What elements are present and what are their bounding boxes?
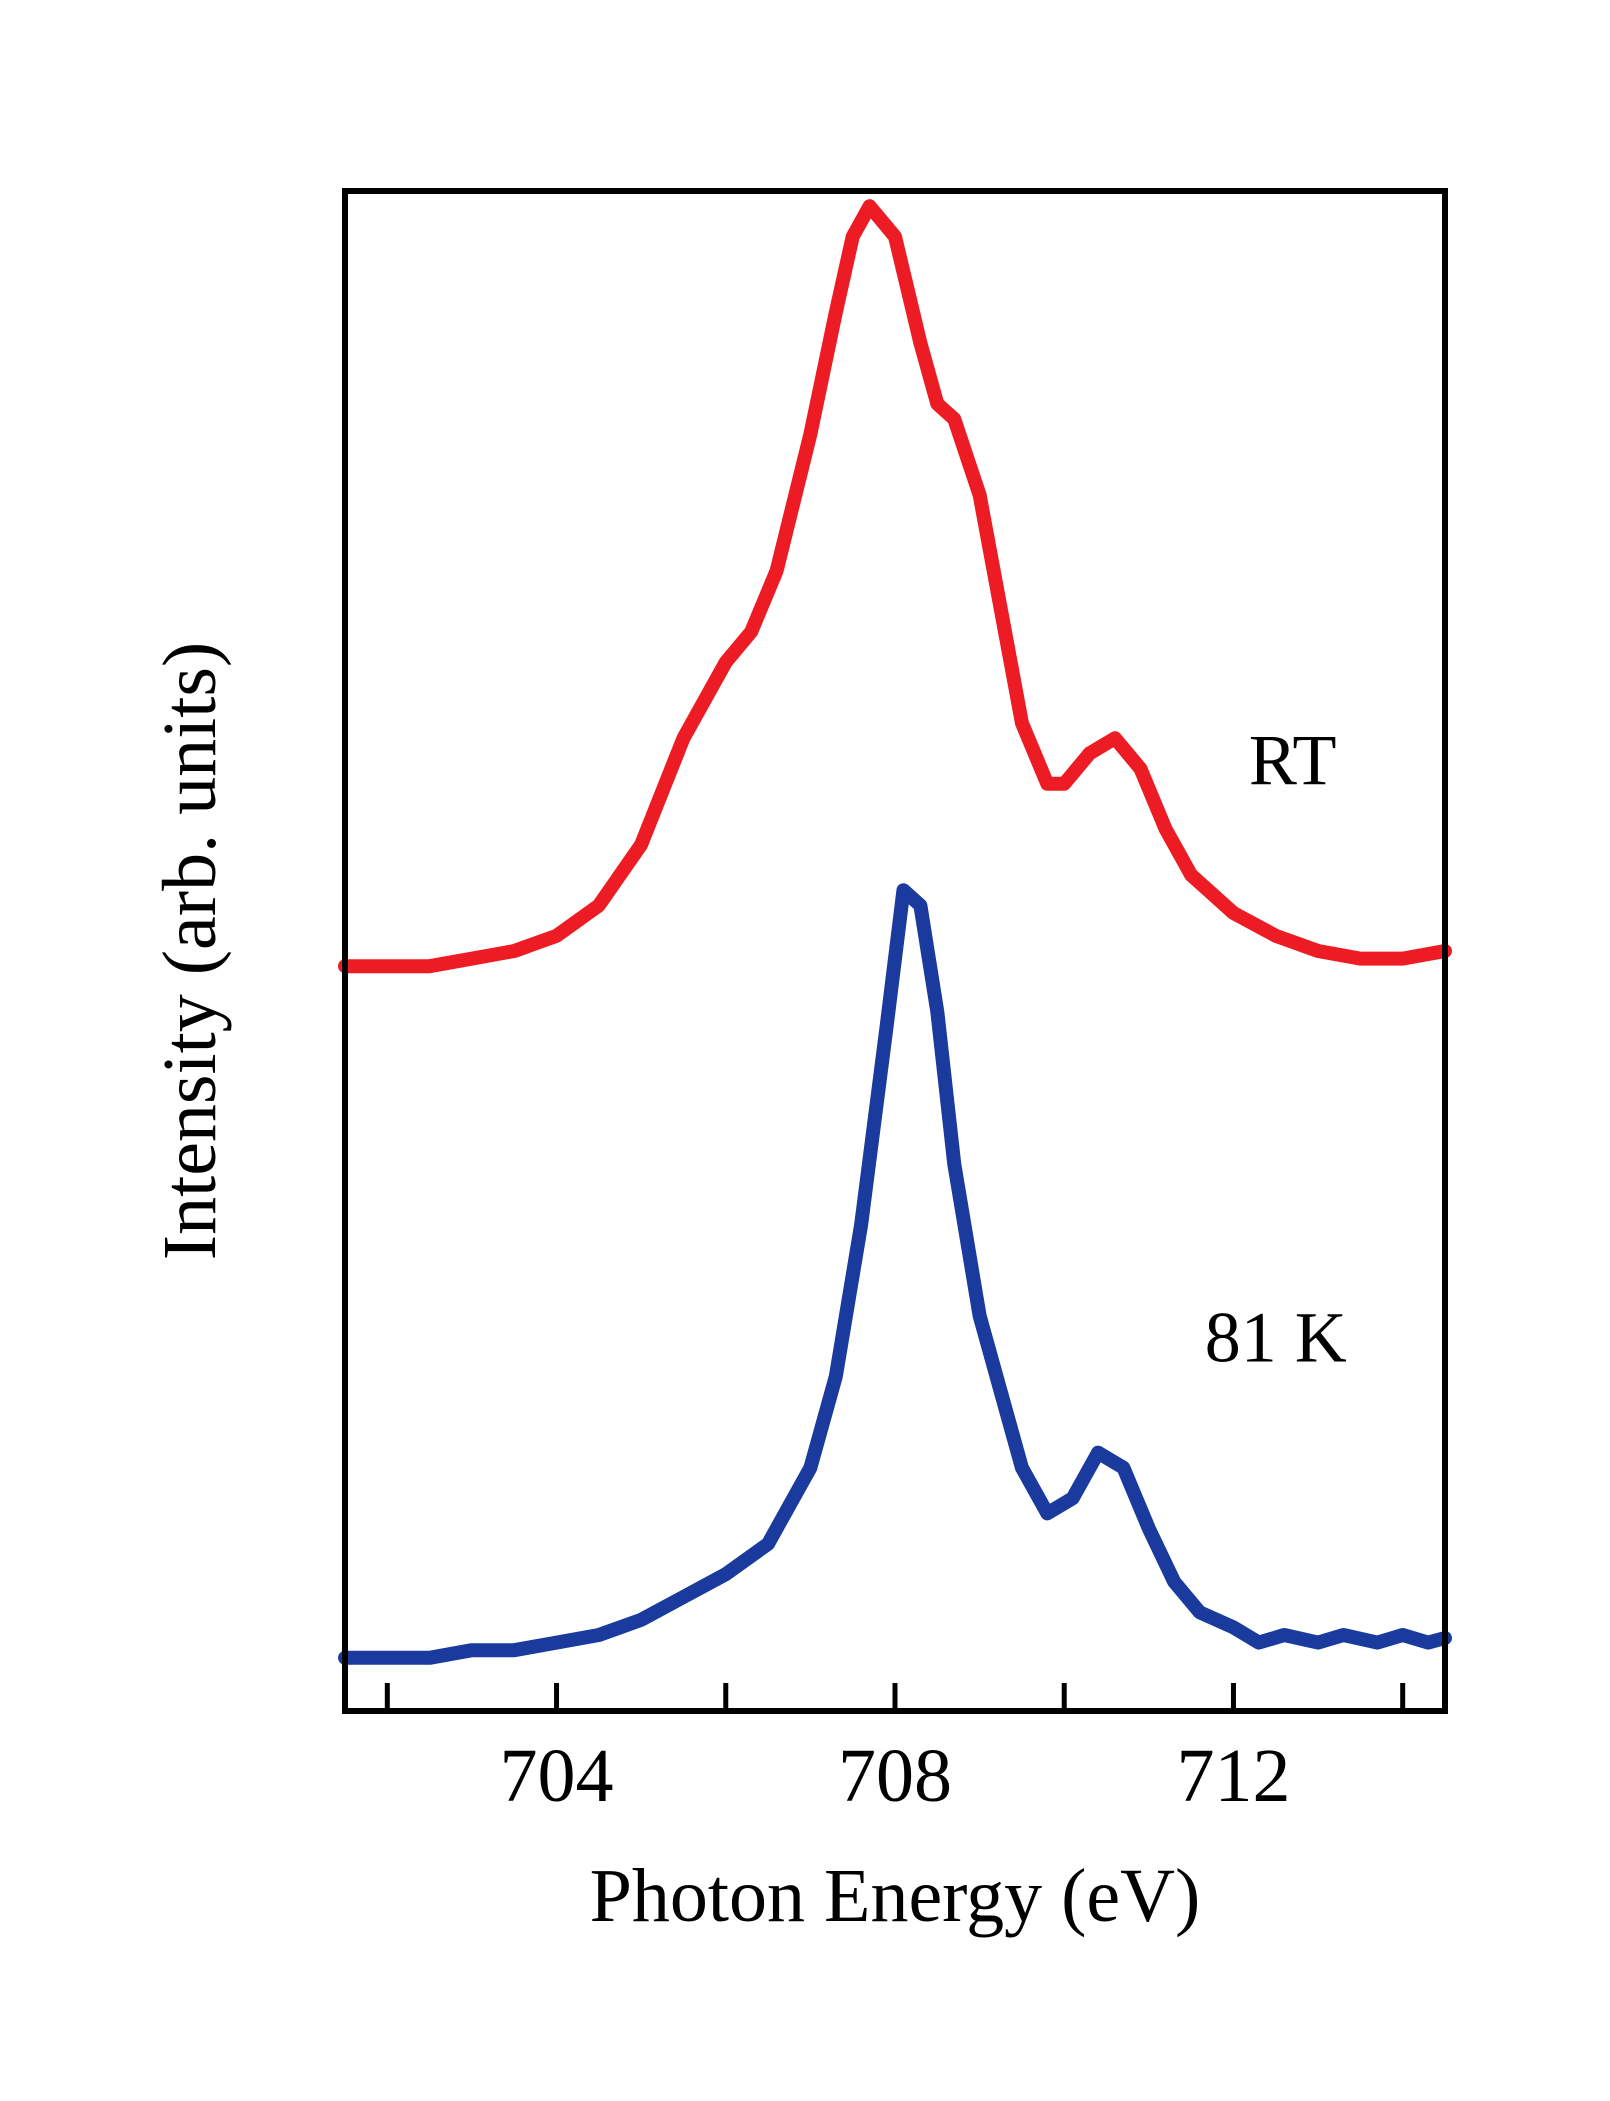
chart-bg bbox=[105, 101, 1505, 2001]
series-label-81K: 81 K bbox=[1205, 1297, 1347, 1377]
x-axis-label: Photon Energy (eV) bbox=[590, 1854, 1201, 1938]
xtick-label: 704 bbox=[500, 1734, 614, 1818]
chart-svg: RT 81 K 704 708 712 Photon Energy (eV) Intensi… bbox=[105, 101, 1505, 2001]
xtick-label: 708 bbox=[838, 1734, 952, 1818]
xtick-label: 712 bbox=[1176, 1734, 1290, 1818]
xas-spectrum-chart: RT 81 K 704 708 712 Photon Energy (eV) Intensi… bbox=[105, 101, 1505, 2001]
y-axis-label: Intensity (arb. units) bbox=[148, 641, 232, 1259]
series-label-RT: RT bbox=[1249, 719, 1337, 799]
